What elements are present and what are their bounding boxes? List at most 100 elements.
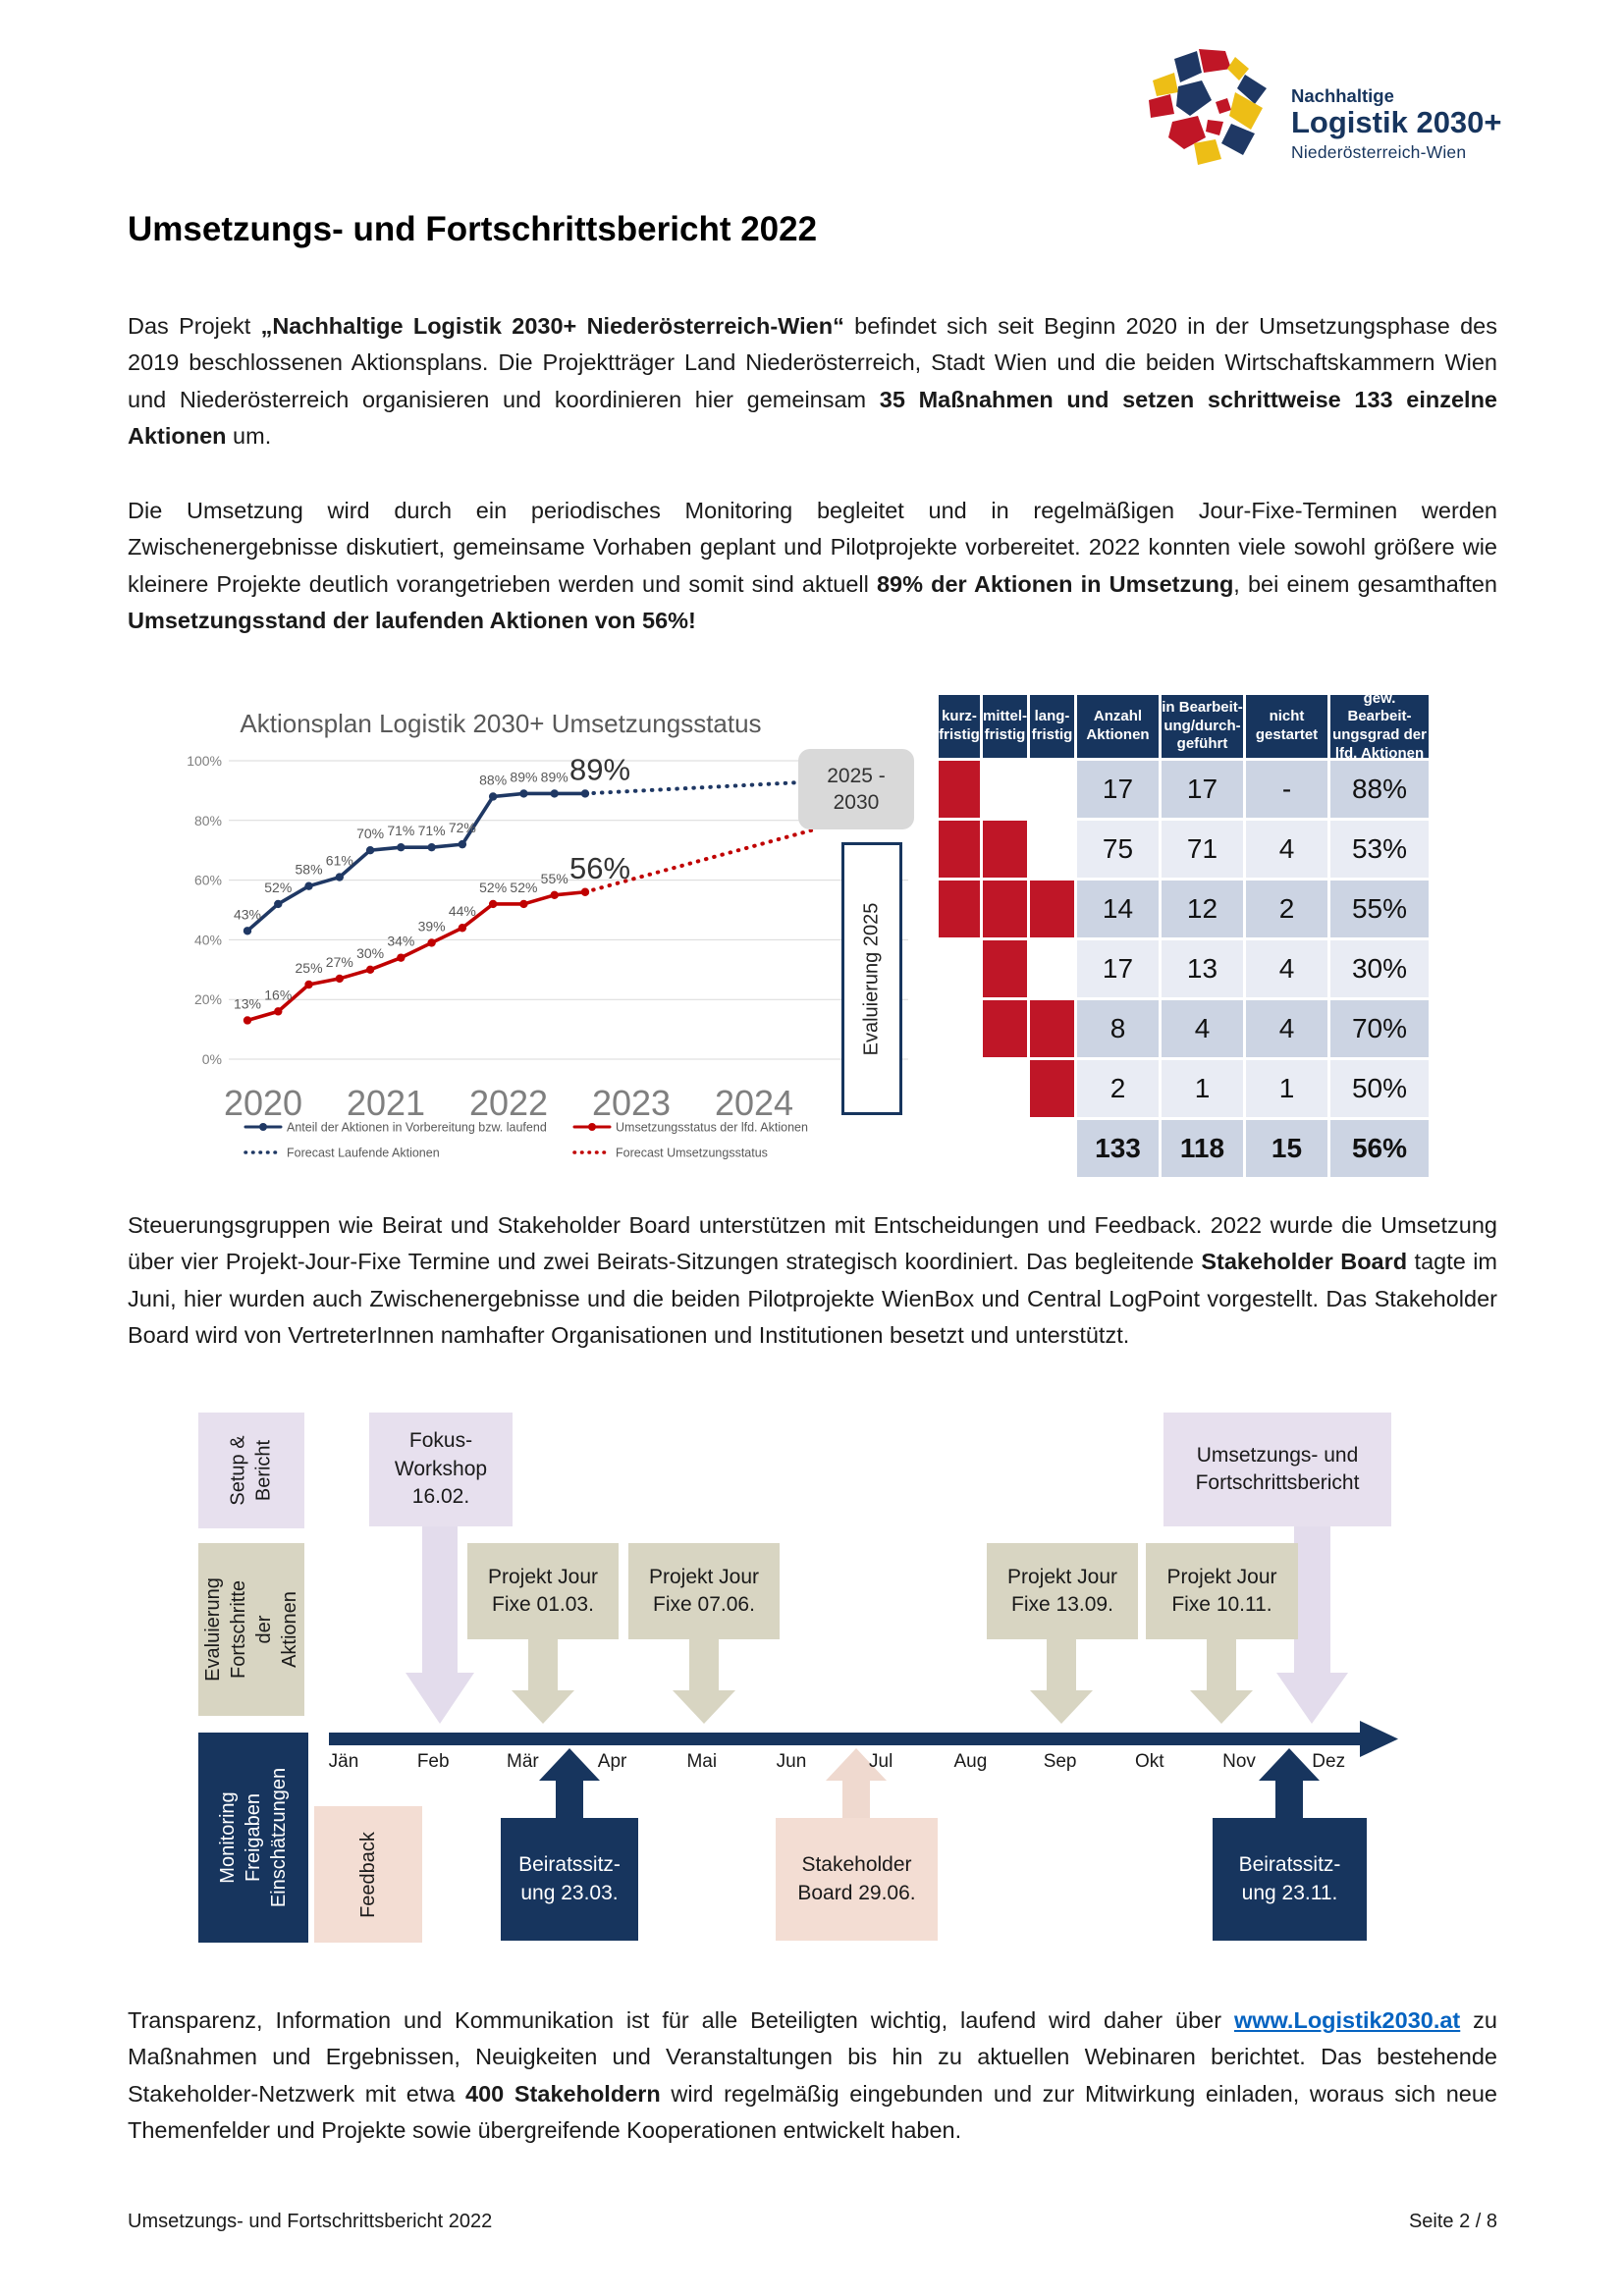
table-value-cell: -	[1246, 761, 1327, 818]
point-label: 55%	[541, 871, 568, 886]
point-label: 13%	[234, 995, 261, 1011]
data-point	[550, 890, 559, 899]
data-point	[427, 842, 436, 852]
y-tick-label: 100%	[187, 753, 222, 769]
stakeholder-arrow-head	[826, 1748, 887, 1781]
paragraph-steuerung: Steuerungsgruppen wie Beirat und Stakeho…	[128, 1211, 1498, 1349]
month-label: Apr	[597, 1751, 627, 1772]
jour-fixe-4-arrow-head	[1190, 1690, 1253, 1724]
event-fortschrittsbericht: Umsetzungs- und Fortschrittsbericht	[1163, 1413, 1391, 1526]
term-cell-lang	[1030, 940, 1074, 997]
beirat-2-arrow-shaft	[1275, 1781, 1303, 1820]
point-label: 89%	[541, 769, 568, 784]
table-value-cell: 2	[1246, 881, 1327, 937]
term-cell-empty	[983, 1120, 1027, 1177]
term-cell-lang-marked	[1030, 1000, 1074, 1057]
bericht-arrow-head	[1276, 1673, 1348, 1724]
future-period-box: 2025 - 2030	[798, 749, 914, 829]
point-label: 16%	[264, 987, 292, 1002]
beirat-1-arrow-head	[539, 1748, 600, 1781]
point-label: 71%	[387, 823, 414, 838]
fokus-arrow-shaft	[422, 1523, 458, 1673]
data-point	[519, 789, 528, 798]
point-label: 58%	[296, 862, 323, 878]
point-label: 72%	[449, 820, 476, 835]
series-end-label: 56%	[569, 851, 630, 885]
point-label: 34%	[387, 934, 414, 949]
logo-line-2: Logistik 2030+	[1291, 105, 1502, 140]
table-header-cell: mittel- fristig	[983, 695, 1027, 758]
data-point	[397, 953, 406, 962]
evaluation-2025-box: Evaluierung 2025	[841, 842, 902, 1115]
table-header-cell: lang- fristig	[1030, 695, 1074, 758]
event-jour-fixe-4: Projekt Jour Fixe 10.11.	[1146, 1543, 1298, 1639]
term-cell-lang	[1030, 761, 1074, 818]
legend-marker-dot	[259, 1123, 267, 1131]
event-jour-fixe-3: Projekt Jour Fixe 13.09.	[987, 1543, 1138, 1639]
table-value-cell: 12	[1162, 881, 1243, 937]
beirat-1-arrow-shaft	[556, 1781, 583, 1820]
table-value-cell: 55%	[1330, 881, 1429, 937]
table-header-cell: in Bearbeit- ung/durch- geführt	[1162, 695, 1243, 758]
table-header-cell: Anzahl Aktionen	[1077, 695, 1159, 758]
data-point	[550, 789, 559, 798]
table-value-cell: 17	[1077, 761, 1159, 818]
jour-fixe-3-arrow-head	[1030, 1690, 1093, 1724]
point-label: 43%	[234, 906, 261, 922]
data-point	[458, 924, 467, 933]
timeline-diagram: Setup & Bericht Fokus- Workshop 16.02. U…	[128, 1406, 1497, 1973]
term-cell-mittel-marked	[983, 881, 1027, 937]
table-total-cell: 118	[1162, 1120, 1243, 1177]
month-label: Aug	[953, 1751, 988, 1772]
point-label: 71%	[418, 823, 446, 838]
footer-title: Umsetzungs- und Fortschrittsbericht 2022	[128, 2211, 493, 2232]
table-header-cell: nicht gestartet	[1246, 695, 1327, 758]
x-tick-year: 2022	[469, 1083, 548, 1123]
point-label: 88%	[479, 772, 507, 787]
logo: Nachhaltige Logistik 2030+ Niederösterre…	[1145, 43, 1502, 176]
jour-fixe-2-arrow-head	[673, 1690, 735, 1724]
data-point	[458, 839, 467, 849]
evaluation-2025-label: Evaluierung 2025	[860, 902, 883, 1055]
table-value-cell: 1	[1162, 1060, 1243, 1117]
jour-fixe-1-arrow	[528, 1639, 558, 1690]
row-label-feedback: Feedback	[314, 1806, 422, 1943]
data-point	[274, 1007, 283, 1016]
legend-label: Umsetzungsstatus der lfd. Aktionen	[616, 1121, 808, 1135]
point-label: 70%	[356, 826, 384, 841]
logistik2030-link[interactable]: www.Logistik2030.at	[1233, 2006, 1461, 2033]
jour-fixe-1-arrow-head	[512, 1690, 574, 1724]
forecast-line	[582, 827, 817, 894]
point-label: 39%	[418, 918, 446, 934]
data-point	[274, 899, 283, 909]
table-value-cell: 17	[1162, 761, 1243, 818]
event-stakeholder-board: Stakeholder Board 29.06.	[776, 1818, 938, 1941]
row-label-monitoring: Monitoring Freigaben Einschätzungen	[198, 1733, 308, 1943]
data-point	[519, 899, 528, 909]
point-label: 52%	[479, 880, 507, 895]
table-total-cell: 133	[1077, 1120, 1159, 1177]
row-label-feedback-text: Feedback	[357, 1831, 379, 1918]
jour-fixe-2-arrow	[689, 1639, 719, 1690]
page-footer: Umsetzungs- und Fortschrittsbericht 2022…	[128, 2211, 1497, 2233]
logo-line-1: Nachhaltige	[1291, 85, 1394, 106]
term-cell-kurz-marked	[939, 821, 980, 878]
paragraph-transparenz: Transparenz, Information und Kommunikati…	[128, 2006, 1498, 2144]
term-cell-lang-marked	[1030, 1060, 1074, 1117]
month-label: Jun	[776, 1751, 807, 1772]
point-label: 52%	[510, 880, 537, 895]
event-jour-fixe-2: Projekt Jour Fixe 07.06.	[628, 1543, 780, 1639]
event-beiratssitzung-1: Beiratssitz- ung 23.03.	[501, 1818, 638, 1941]
y-tick-label: 80%	[194, 813, 222, 828]
term-cell-mittel	[983, 761, 1027, 818]
month-label: Okt	[1135, 1751, 1164, 1772]
term-cell-mittel-marked	[983, 1000, 1027, 1057]
status-table: kurz- fristig mittel- fristig lang- fristi…	[939, 690, 1429, 1177]
series-end-label: 89%	[569, 752, 630, 786]
event-jour-fixe-1: Projekt Jour Fixe 01.03.	[467, 1543, 619, 1639]
month-label: Sep	[1043, 1751, 1077, 1772]
y-tick-label: 0%	[202, 1051, 222, 1067]
point-label: 61%	[326, 853, 353, 869]
table-value-cell: 53%	[1330, 821, 1429, 878]
